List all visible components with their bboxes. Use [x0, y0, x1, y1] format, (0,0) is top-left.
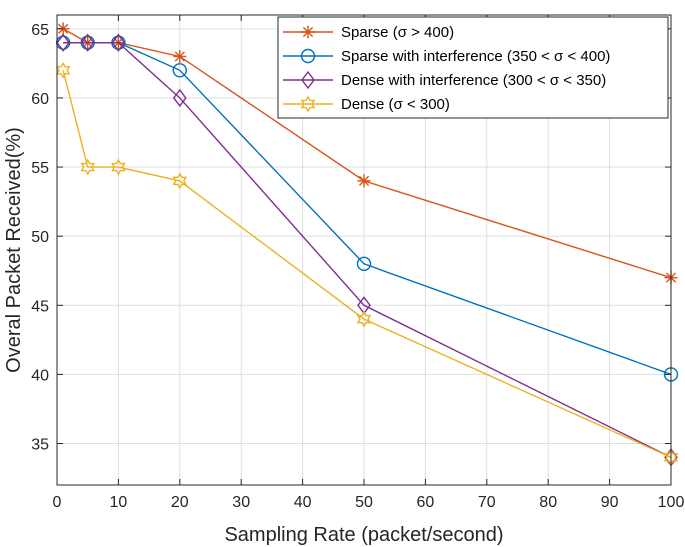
x-tick-label: 10 [110, 494, 128, 511]
y-axis-title: Overal Packet Received(%) [3, 127, 25, 373]
legend-item: Sparse with interference (350 < σ < 400) [283, 48, 610, 65]
y-tick-label: 60 [31, 91, 49, 108]
series-line [63, 41, 672, 458]
legend-label: Sparse (σ > 400) [341, 24, 454, 41]
legend-item: Dense (σ < 300) [283, 95, 450, 113]
x-tick-label: 30 [232, 494, 250, 511]
ticks: 0 10 20 30 40 50 60 70 80 90 100 35 40 45 50 55 60 65 [31, 15, 684, 511]
legend-item: Sparse (σ > 400) [283, 24, 454, 41]
y-tick-label: 35 [31, 437, 49, 454]
x-tick-label: 100 [658, 494, 685, 511]
legend-box [277, 16, 669, 119]
y-tick-label: 45 [31, 298, 49, 315]
x-tick-label: 50 [355, 494, 373, 511]
x-tick-label: 60 [417, 494, 435, 511]
legend-marker [300, 95, 316, 113]
legend-item: Dense with interference (300 < σ < 350) [283, 70, 606, 90]
x-tick-label: 40 [294, 494, 312, 511]
y-tick-label: 40 [31, 367, 49, 384]
legend-label: Sparse with interference (350 < σ < 400) [341, 48, 610, 65]
data-point [56, 22, 70, 36]
data-point [80, 33, 95, 52]
data-point [111, 33, 126, 52]
x-tick-label: 20 [171, 494, 189, 511]
data-point [357, 174, 371, 188]
legend: Sparse (σ > 400) Sparse with interference… [277, 16, 669, 119]
x-tick-label: 90 [601, 494, 619, 511]
data-point [172, 63, 188, 78]
data-point [172, 88, 187, 108]
data-point [356, 310, 372, 328]
legend-marker [301, 70, 315, 90]
legend-marker [300, 48, 316, 64]
legend-label: Dense (σ < 300) [341, 96, 450, 113]
x-tick-label: 70 [478, 494, 496, 511]
y-tick-label: 50 [31, 229, 49, 246]
data-point [172, 172, 188, 190]
data-point [80, 158, 95, 176]
series-3 [55, 61, 679, 466]
x-tick-label: 0 [53, 494, 62, 511]
x-axis-title: Sampling Rate (packet/second) [224, 524, 503, 546]
data-point [111, 158, 126, 176]
x-tick-label: 80 [539, 494, 557, 511]
data-point [56, 33, 71, 52]
data-point [356, 256, 372, 272]
y-tick-label: 65 [31, 22, 49, 39]
legend-marker [301, 25, 315, 39]
data-point [173, 49, 187, 63]
series-line [62, 70, 672, 458]
series-2 [56, 33, 678, 467]
y-tick-label: 55 [31, 160, 49, 177]
legend-label: Dense with interference (300 < σ < 350) [341, 72, 606, 89]
series-group [55, 22, 679, 467]
